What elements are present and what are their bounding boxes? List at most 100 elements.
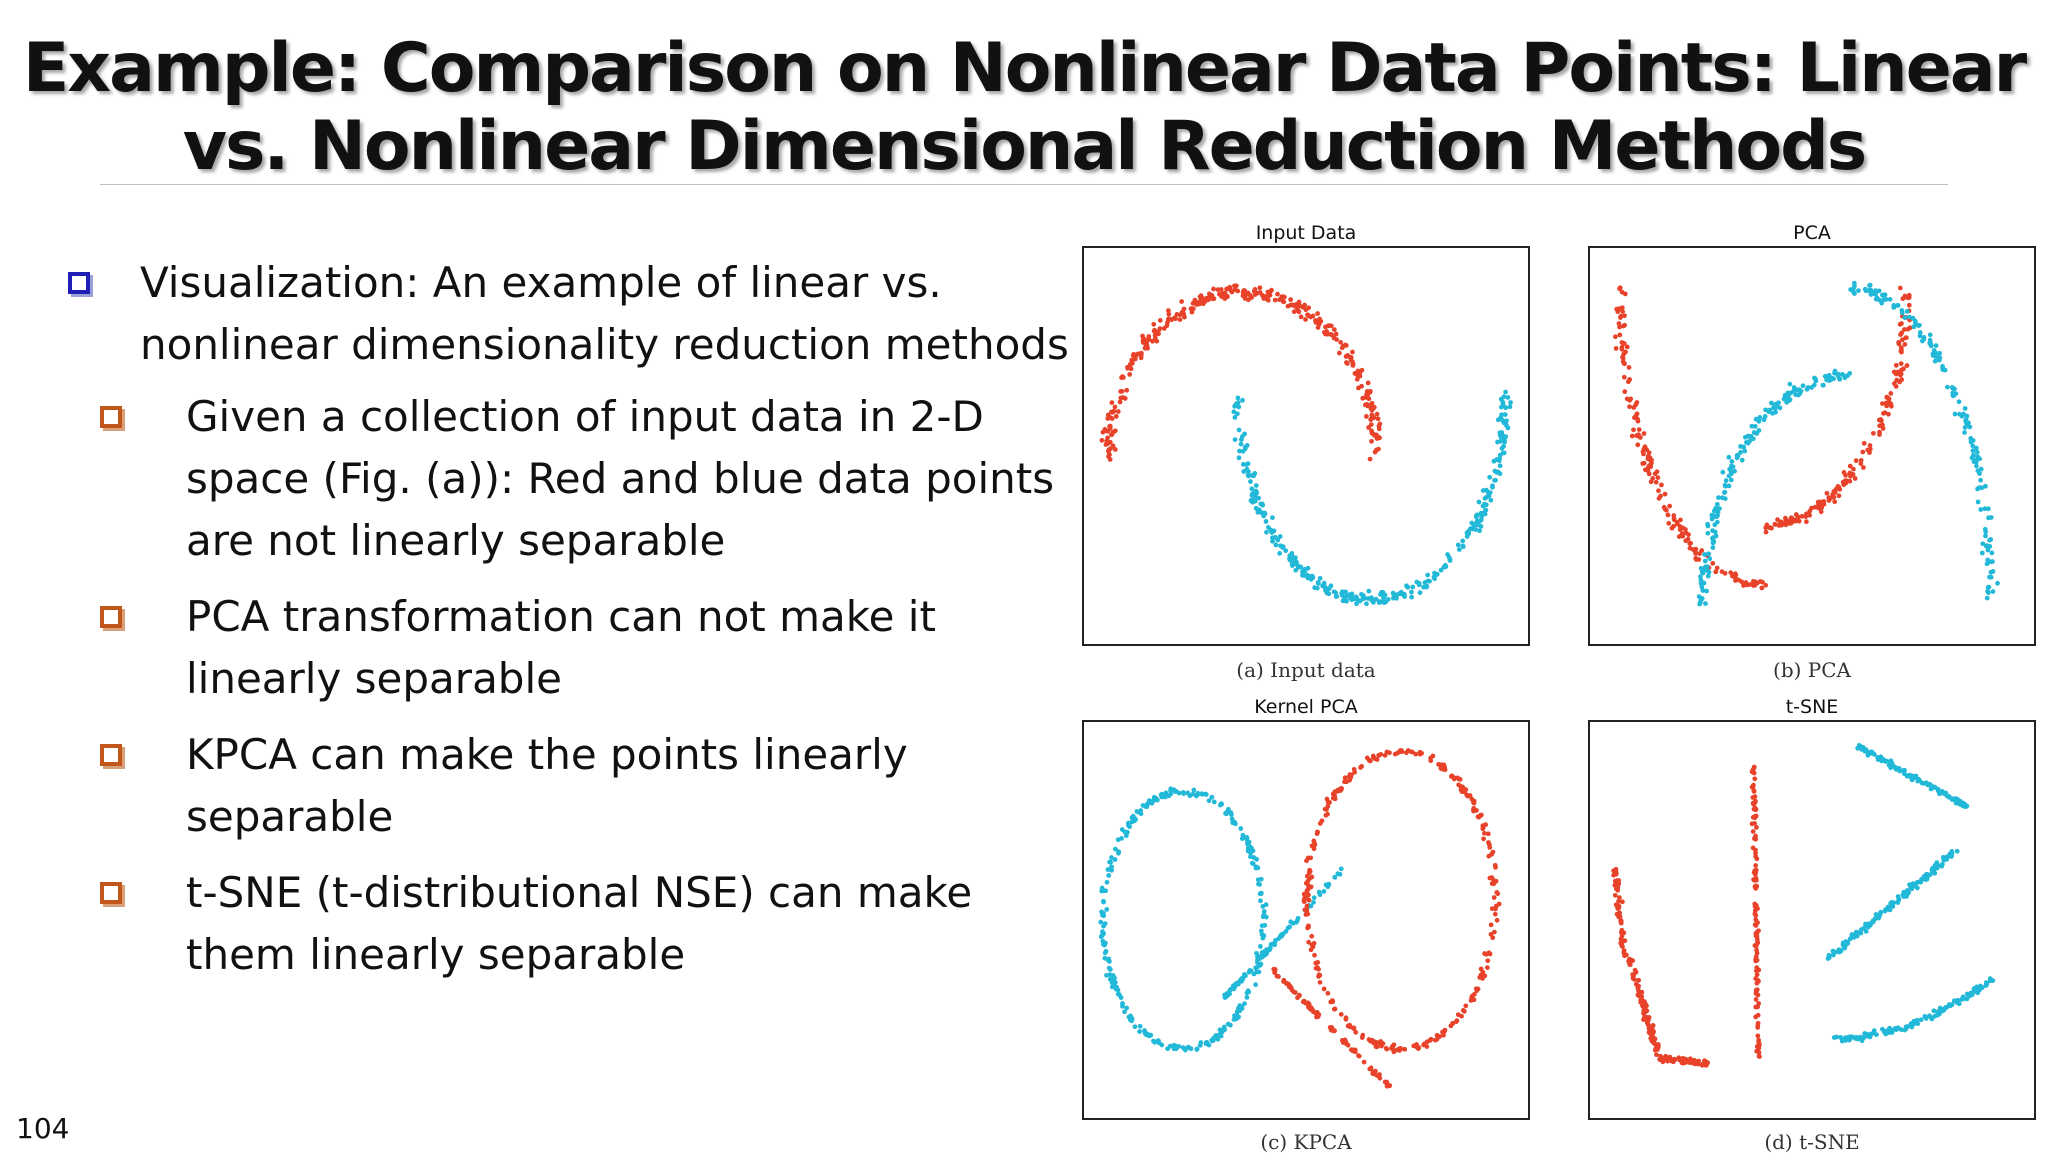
- blue-point: [1490, 483, 1495, 489]
- blue-point: [1176, 1044, 1182, 1049]
- red-point: [1631, 427, 1636, 433]
- red-point: [1107, 457, 1113, 462]
- blue-point: [1438, 567, 1444, 573]
- red-point: [1165, 317, 1171, 322]
- blue-point: [1871, 1028, 1877, 1033]
- red-point: [1353, 1029, 1359, 1035]
- red-point: [1621, 950, 1627, 955]
- blue-point: [1709, 512, 1715, 518]
- red-point: [1628, 957, 1634, 963]
- blue-point: [1253, 483, 1259, 488]
- blue-point: [1782, 396, 1787, 401]
- blue-point: [1359, 592, 1364, 597]
- blue-point: [1838, 1034, 1843, 1040]
- red-point: [1489, 881, 1495, 886]
- red-point: [1317, 979, 1323, 985]
- red-point: [1141, 336, 1146, 342]
- red-point: [1496, 901, 1502, 907]
- red-point: [1636, 427, 1642, 432]
- blue-point: [1264, 950, 1270, 955]
- red-point: [1750, 814, 1756, 820]
- panel-a-scatter: [1099, 283, 1513, 607]
- red-point: [1656, 488, 1661, 494]
- square-bullet-icon: [100, 744, 122, 766]
- blue-point: [1933, 354, 1939, 360]
- slide-title: Example: Comparison on Nonlinear Data Po…: [0, 30, 2048, 186]
- blue-point: [1974, 449, 1980, 455]
- blue-point: [1234, 1012, 1240, 1018]
- blue-point: [1480, 488, 1486, 493]
- blue-point: [1255, 964, 1261, 970]
- red-point: [1442, 1028, 1447, 1034]
- red-point: [1779, 522, 1784, 528]
- red-point: [1847, 463, 1853, 469]
- red-point: [1296, 302, 1302, 308]
- red-point: [1696, 557, 1702, 562]
- red-point: [1480, 824, 1486, 830]
- red-point: [1893, 362, 1899, 368]
- red-point: [1635, 442, 1641, 448]
- blue-point: [1240, 448, 1246, 454]
- blue-point: [1104, 907, 1110, 912]
- blue-point: [1195, 790, 1201, 796]
- blue-point: [1102, 950, 1108, 956]
- blue-point: [1888, 760, 1894, 766]
- red-point: [1635, 983, 1640, 989]
- blue-point: [1125, 829, 1130, 835]
- blue-point: [1239, 978, 1245, 984]
- red-point: [1247, 292, 1253, 298]
- blue-point: [1492, 477, 1497, 483]
- blue-point: [1244, 443, 1250, 448]
- red-point: [1308, 314, 1314, 320]
- red-point: [1229, 289, 1235, 295]
- blue-point: [1460, 544, 1466, 550]
- red-point: [1743, 580, 1749, 585]
- blue-point: [1107, 959, 1112, 964]
- red-point: [1860, 449, 1866, 455]
- red-point: [1627, 377, 1633, 382]
- red-point: [1471, 800, 1477, 806]
- red-point: [1251, 288, 1257, 294]
- blue-point: [1868, 287, 1874, 293]
- red-point: [1484, 965, 1490, 970]
- blue-point: [1729, 463, 1734, 469]
- red-point: [1218, 287, 1224, 292]
- red-point: [1683, 1060, 1688, 1065]
- blue-point: [1877, 297, 1883, 303]
- red-point: [1630, 972, 1636, 977]
- red-point: [1493, 864, 1498, 870]
- red-point: [1832, 490, 1838, 495]
- blue-point: [1979, 550, 1985, 556]
- blue-point: [1124, 1005, 1130, 1011]
- blue-point: [1168, 791, 1174, 797]
- blue-point: [1975, 486, 1980, 492]
- blue-point: [1392, 592, 1397, 598]
- red-point: [1666, 520, 1672, 526]
- blue-point: [1270, 515, 1275, 521]
- blue-point: [1735, 453, 1741, 459]
- red-point: [1644, 447, 1649, 452]
- bullet-text: Given a collection of input data in 2-D …: [186, 392, 1055, 565]
- red-point: [1683, 538, 1689, 544]
- red-point: [1824, 490, 1830, 496]
- blue-point: [1248, 854, 1253, 860]
- blue-point: [1409, 594, 1415, 600]
- blue-point: [1256, 507, 1262, 513]
- red-point: [1635, 418, 1641, 424]
- blue-point: [1155, 797, 1160, 803]
- blue-point: [1989, 550, 1995, 556]
- red-point: [1413, 751, 1419, 757]
- blue-point: [1722, 496, 1728, 502]
- blue-point: [1191, 787, 1197, 793]
- blue-point: [1964, 996, 1970, 1002]
- red-point: [1633, 413, 1639, 419]
- blue-point: [1987, 537, 1992, 543]
- blue-point: [1973, 445, 1979, 451]
- red-point: [1471, 997, 1477, 1003]
- blue-point: [1289, 553, 1295, 559]
- red-point: [1343, 1016, 1349, 1022]
- red-point: [1753, 1014, 1759, 1020]
- blue-point: [1478, 524, 1484, 529]
- blue-point: [1165, 1046, 1170, 1052]
- red-point: [1351, 766, 1357, 772]
